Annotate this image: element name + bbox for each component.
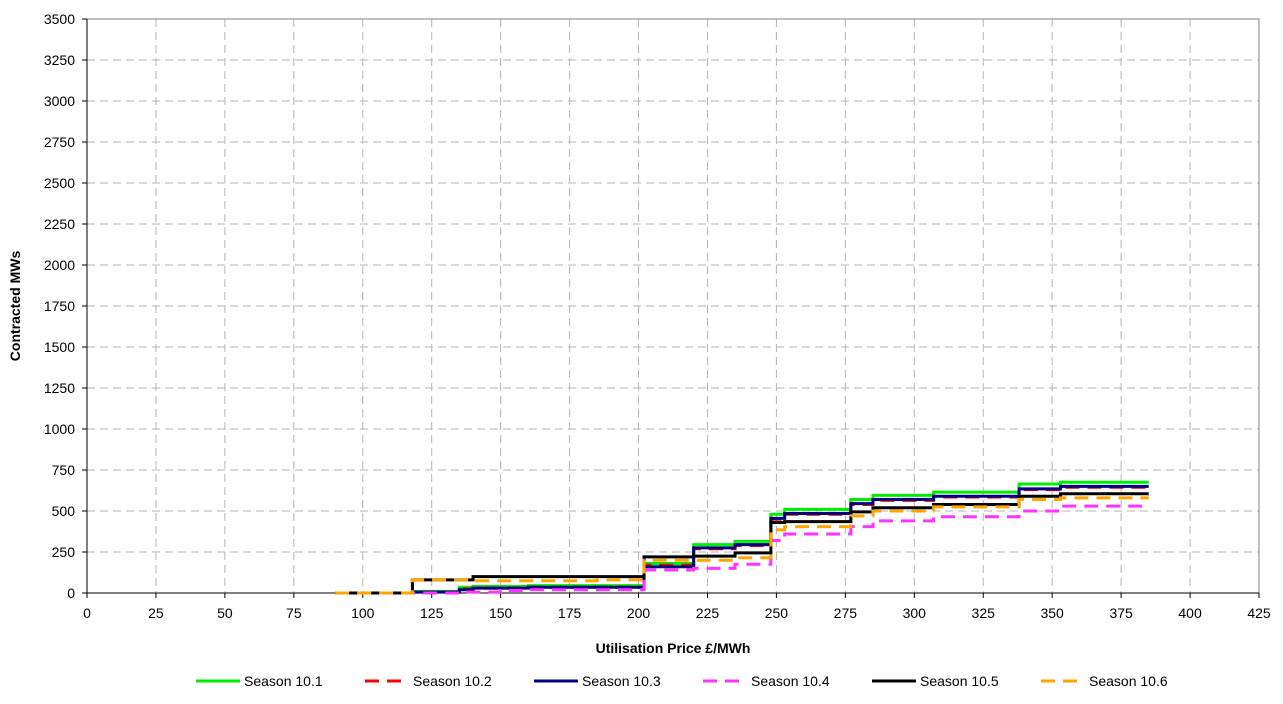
series-line-5 [335,492,1149,595]
x-tick-label: 425 [1247,605,1271,621]
series-line-3 [335,484,1149,595]
legend-label-5: Season 10.5 [920,673,999,689]
x-tick-label: 125 [420,605,444,621]
series-line-4 [335,504,1149,595]
x-ticks: 0 25 50 75 100 125 150 175 200 225 250 275 300 325 350… [83,593,1271,621]
legend-label-1: Season 10.1 [244,673,323,689]
y-tick-label: 1750 [44,298,75,314]
x-tick-label: 300 [903,605,927,621]
y-tick-label: 500 [52,503,76,519]
x-tick-label: 75 [286,605,302,621]
series [335,480,1149,595]
y-tick-label: 250 [52,544,76,560]
y-tick-label: 2750 [44,134,75,150]
legend: Season 10.1 Season 10.2 Season 10.3 Season … [196,673,1168,689]
y-tick-label: 750 [52,462,76,478]
y-tick-label: 1250 [44,380,75,396]
y-ticks: 0 250 500 750 1000 1250 1500 1750 2000 2250 2500 27… [44,11,87,601]
legend-label-3: Season 10.3 [582,673,661,689]
y-tick-label: 1000 [44,421,75,437]
x-tick-label: 175 [558,605,582,621]
x-tick-label: 100 [351,605,375,621]
x-tick-label: 200 [627,605,651,621]
y-tick-label: 3500 [44,11,75,27]
y-tick-label: 2250 [44,216,75,232]
y-axis-title: Contracted MWs [7,251,23,362]
x-tick-label: 375 [1109,605,1133,621]
y-tick-label: 3250 [44,52,75,68]
legend-label-4: Season 10.4 [751,673,830,689]
series-line-1 [335,480,1149,595]
x-tick-label: 400 [1178,605,1202,621]
x-tick-label: 25 [148,605,164,621]
y-tick-label: 3000 [44,93,75,109]
grid [87,18,1260,593]
y-tick-label: 1500 [44,339,75,355]
y-tick-label: 2500 [44,175,75,191]
x-tick-label: 150 [489,605,513,621]
x-tick-label: 350 [1040,605,1064,621]
x-tick-label: 275 [834,605,858,621]
y-tick-label: 0 [67,585,75,601]
x-tick-label: 325 [972,605,996,621]
x-tick-label: 225 [696,605,720,621]
x-axis-title: Utilisation Price £/MWh [596,640,751,656]
legend-label-6: Season 10.6 [1089,673,1168,689]
x-tick-label: 50 [217,605,233,621]
x-tick-label: 250 [765,605,789,621]
x-tick-label: 0 [83,605,91,621]
y-tick-label: 2000 [44,257,75,273]
legend-label-2: Season 10.2 [413,673,492,689]
